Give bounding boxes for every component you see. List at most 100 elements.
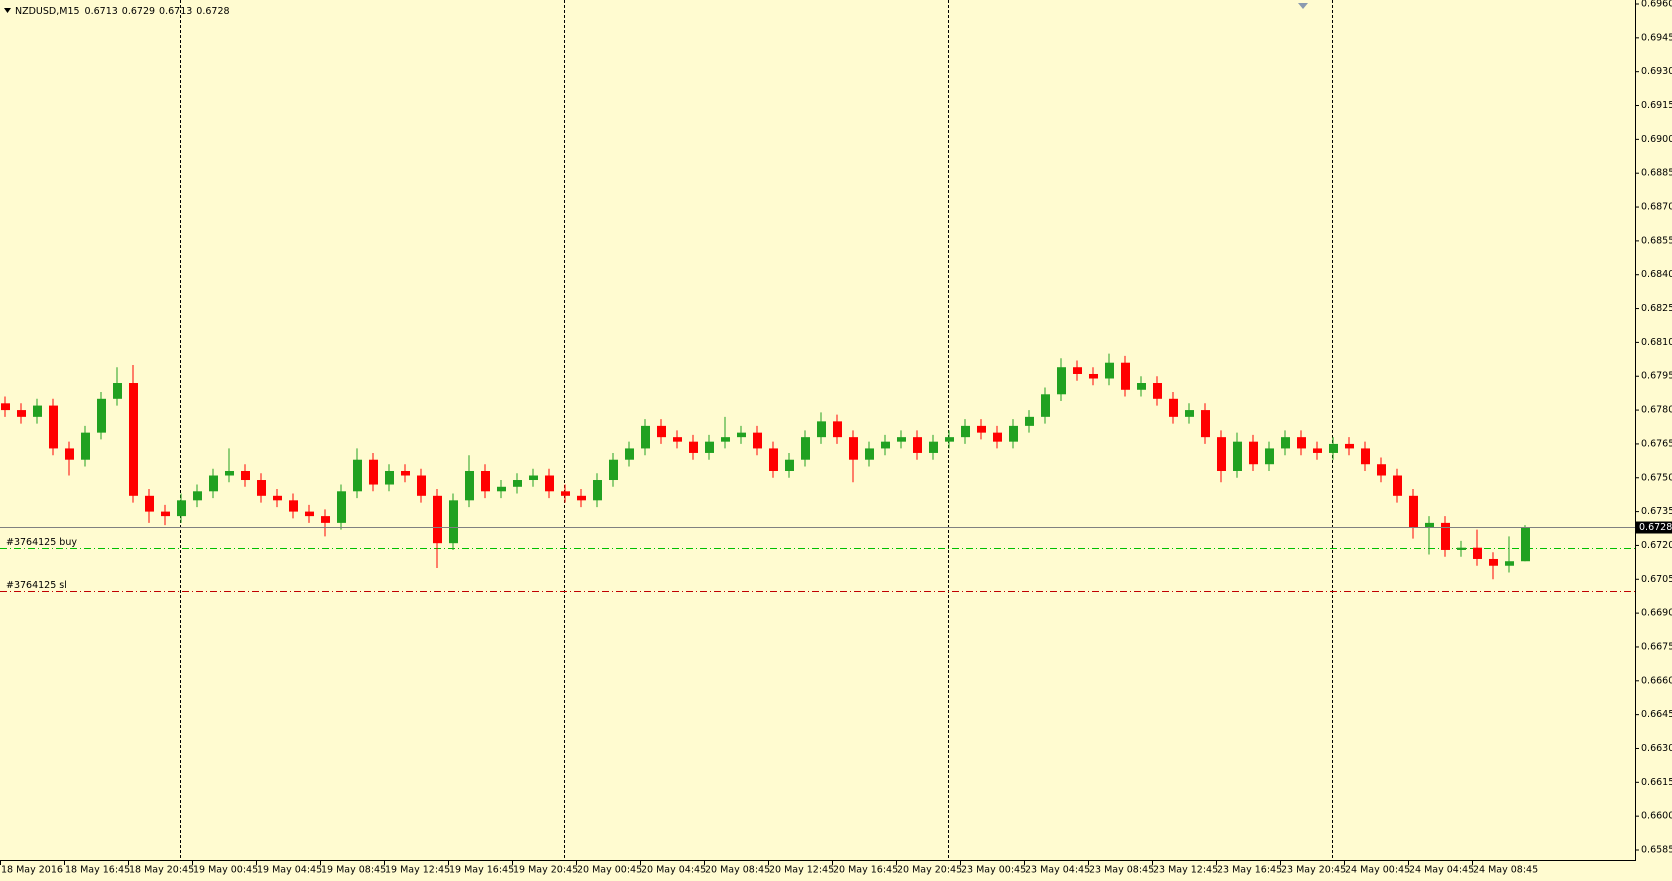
candle-body [625,448,634,460]
y-tick-label: 0.6810 [1641,337,1672,348]
candle-body [1041,394,1050,417]
x-tick-label: 20 May 16:45 [833,865,898,876]
candle-body [1281,437,1290,449]
candle-body [961,425,970,438]
candle-body [545,475,554,492]
candle-body [673,437,682,442]
x-tick-label: 18 May 16:45 [65,865,130,876]
candle-body [1521,527,1530,562]
y-tick-label: 0.6585 [1641,845,1672,856]
x-tick-label: 24 May 08:45 [1473,865,1538,876]
header-open: 0.6713 [85,6,118,17]
candle-body [209,475,218,492]
candle-body [433,495,442,544]
candle-body [17,410,26,417]
candle-body [897,437,906,442]
y-tick-label: 0.6915 [1641,100,1672,111]
candle-body [705,441,714,453]
candle-body [785,459,794,471]
x-tick-label: 18 May 2016 [1,865,63,876]
x-tick-label: 19 May 16:45 [449,865,514,876]
x-tick-label: 20 May 08:45 [705,865,770,876]
candle-body [177,500,186,517]
symbol: NZDUSD,M15 [15,6,80,17]
header-high: 0.6729 [122,6,155,17]
candle-body [417,475,426,496]
x-tick-label: 19 May 00:45 [193,865,258,876]
current-price-box [1636,521,1672,534]
y-tick-label: 0.6960 [1641,0,1672,10]
candle-body [1329,443,1338,453]
candle-body [577,495,586,501]
candle-body [1425,522,1434,528]
x-tick-label: 19 May 08:45 [321,865,386,876]
candle-body [513,480,522,487]
y-tick-label: 0.6735 [1641,506,1672,517]
x-tick-label: 20 May 12:45 [769,865,834,876]
y-tick-label: 0.6645 [1641,709,1672,720]
y-tick-label: 0.6870 [1641,202,1672,213]
candle-body [1169,398,1178,417]
candle-body [193,491,202,501]
x-tick-label: 24 May 04:45 [1409,865,1474,876]
candle-body [273,495,282,501]
candle-body [225,470,234,476]
candle-body [561,491,570,496]
candle-body [801,437,810,460]
candle-body [1265,448,1274,465]
y-tick-label: 0.6900 [1641,134,1672,145]
candle-body [465,470,474,501]
candle-body [1409,495,1418,528]
candle-body [753,432,762,449]
candle-body [1489,558,1498,566]
candle-body [145,495,154,512]
x-tick-label: 23 May 08:45 [1089,865,1154,876]
x-tick-label: 23 May 00:45 [961,865,1026,876]
y-tick-label: 0.6675 [1641,641,1672,652]
candles [1,353,1530,580]
candle-body [481,470,490,492]
candle-body [97,398,106,433]
candle-body [1121,362,1130,390]
y-tick-label: 0.6750 [1641,472,1672,483]
y-tick-label: 0.6720 [1641,540,1672,551]
candle-body [1137,383,1146,390]
menu-arrow[interactable] [4,8,11,13]
candle-body [817,421,826,438]
x-tick-label: 19 May 12:45 [385,865,450,876]
y-tick-label: 0.6795 [1641,371,1672,382]
y-tick-label: 0.6780 [1641,405,1672,416]
candle-body [993,432,1002,442]
candle-body [529,475,538,481]
candle-body [721,437,730,442]
candle-body [609,459,618,481]
candle-body [1297,437,1306,449]
period-separators [180,0,1333,860]
candle-body [33,405,42,417]
candle-body [945,437,954,442]
symbol-header: NZDUSD,M15 0.6713 0.6729 0.6713 0.6728 [15,6,230,17]
candle-body [337,491,346,523]
candle-body [81,432,90,460]
y-tick-label: 0.6825 [1641,303,1672,314]
y-tick-label: 0.6840 [1641,269,1672,280]
candle-body [49,405,58,449]
y-tick-label: 0.6765 [1641,438,1672,449]
candle-body [289,500,298,512]
header-low: 0.6713 [159,6,192,17]
candle-body [641,425,650,449]
candle-body [1233,441,1242,471]
candle-body [593,480,602,501]
candle-body [1185,410,1194,417]
candle-body [369,459,378,485]
order-level-label: #3764125 buy [6,537,77,548]
current-price-label: 0.6728 [1639,522,1672,533]
candle-body [401,470,410,476]
candle-body [657,425,666,438]
candle-body [1089,373,1098,379]
candle-body [689,441,698,453]
y-tick-label: 0.6630 [1641,743,1672,754]
y-tick-label: 0.6600 [1641,811,1672,822]
